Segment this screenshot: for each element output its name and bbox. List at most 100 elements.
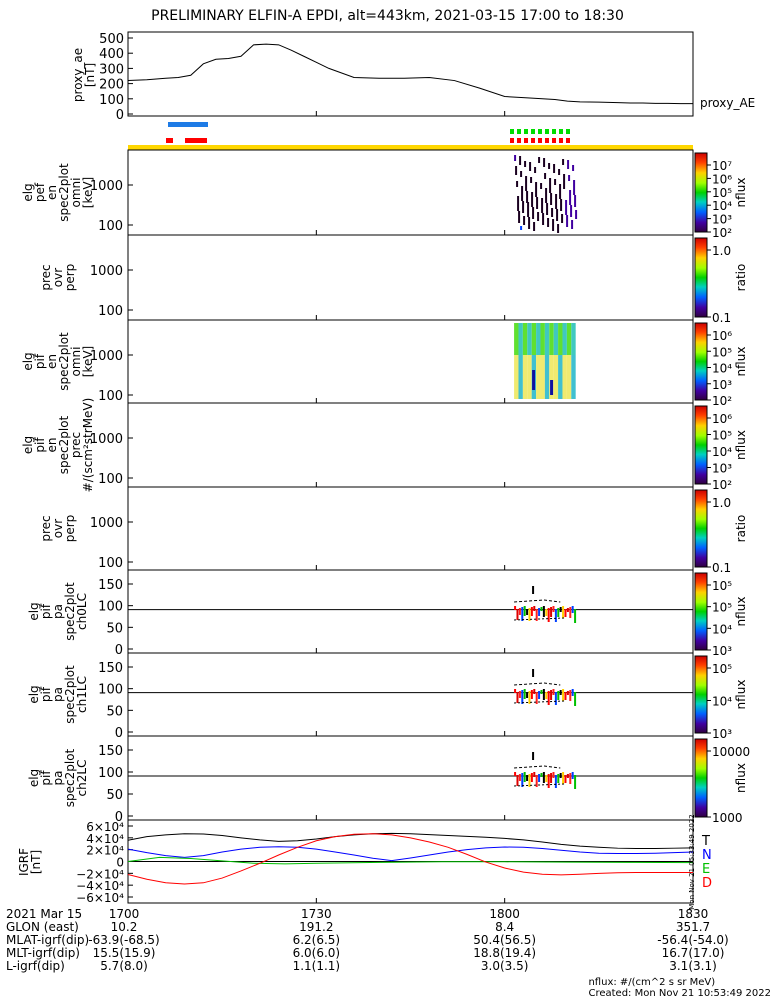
ytick-label: 50 bbox=[106, 621, 123, 636]
pa-spectrum-bar bbox=[559, 773, 562, 778]
spectrogram-pixel bbox=[572, 165, 575, 171]
panel-frame-iflux-omni bbox=[127, 319, 694, 404]
pa-spectrum-bar bbox=[516, 609, 519, 620]
pa-spectrum-bar bbox=[540, 607, 543, 611]
spectrogram-pixel bbox=[554, 179, 557, 185]
pa-spectrum-bar bbox=[557, 608, 560, 617]
spectrogram-pixel bbox=[547, 218, 550, 227]
igrf-side-timestamp: Mon Nov 21 05:33:49 2022 bbox=[688, 814, 696, 909]
ylabel-line: elg bbox=[27, 769, 41, 787]
spectrogram-column-top bbox=[566, 323, 572, 355]
pa-spectrum-bar bbox=[569, 607, 572, 618]
ylabel-line: pif bbox=[39, 686, 53, 702]
ylabel-line: ovr bbox=[51, 268, 65, 287]
colorbar-ratio bbox=[694, 489, 708, 568]
spectrogram-pixel bbox=[520, 226, 523, 230]
ylabel-line: #/(scm²strMeV) bbox=[81, 398, 95, 493]
pa-spectrum-bar bbox=[528, 774, 531, 787]
loss-cone-line bbox=[514, 682, 561, 686]
colorbar-tick-label: 1.0 bbox=[712, 496, 731, 510]
ytick-label: 50 bbox=[106, 704, 123, 719]
ylabel-line: ch1LC bbox=[75, 676, 89, 713]
pa-spectrum-bar bbox=[542, 772, 545, 783]
panel-frame-prec-ratio-2 bbox=[127, 486, 694, 571]
ylabel-line: en bbox=[45, 438, 59, 453]
ytick-label: 300 bbox=[99, 62, 124, 77]
pa-spectrum-bar bbox=[569, 690, 572, 701]
spectrogram-column-top bbox=[553, 323, 559, 355]
ytick-label: 150 bbox=[98, 661, 123, 676]
spectrogram-pixel bbox=[565, 200, 568, 215]
spectrogram-pixel bbox=[533, 222, 536, 231]
colorbar-tick-label: 10⁵ bbox=[712, 662, 732, 676]
pa-spectrum-bar bbox=[542, 689, 545, 700]
red-tick-mark bbox=[517, 138, 521, 143]
ylabel-line: omni bbox=[69, 347, 83, 377]
pa-spectrum-bar bbox=[533, 689, 536, 694]
spectrogram-column-bottom bbox=[571, 355, 576, 399]
ylabel-line: spec2plot bbox=[57, 415, 71, 474]
ylabel-line: ch2LC bbox=[75, 760, 89, 797]
colorbar-tick-label: 10⁵ bbox=[712, 429, 732, 443]
pa-spectrum-bar bbox=[526, 692, 529, 698]
xaxis-row-value: 15.5(15.9) bbox=[93, 946, 156, 960]
science-zone-bar-red bbox=[185, 138, 207, 143]
colorbar-label: nflux bbox=[734, 430, 748, 460]
igrf-legend-D: D bbox=[702, 876, 712, 891]
ytick-label: 4×10⁴ bbox=[86, 832, 124, 846]
spectrogram-column-bottom bbox=[549, 355, 554, 399]
xaxis-row-value: 50.4(56.5) bbox=[473, 933, 536, 947]
red-tick-mark bbox=[524, 138, 528, 143]
panel-frame-pa-ch1 bbox=[127, 652, 694, 737]
spectrogram-pixel bbox=[575, 210, 578, 219]
panel-frame-eflux-perp bbox=[127, 149, 694, 236]
spectrogram-column-bottom bbox=[536, 355, 541, 399]
colorbar-label: nflux bbox=[734, 763, 748, 793]
pa-spectrum-bar bbox=[550, 607, 553, 617]
science-zone-bar-blue bbox=[168, 122, 208, 127]
ylabel-line: elg bbox=[27, 602, 41, 620]
colorbar-label: nflux bbox=[734, 178, 748, 208]
spectrogram-pixel bbox=[570, 205, 573, 217]
pa-spectrum-bar bbox=[574, 609, 577, 623]
pa-spectrum-bar bbox=[540, 773, 543, 777]
spectrogram-pixel bbox=[568, 175, 571, 181]
colorbar-tick-label: 10⁵ bbox=[712, 579, 732, 593]
pa-spectrum-bar bbox=[562, 606, 565, 618]
pa-spectrum-bar bbox=[557, 691, 560, 700]
pa-spectrum-bar bbox=[545, 609, 548, 616]
ytick-label: 6×10⁴ bbox=[86, 820, 124, 834]
ylabel-line: pa bbox=[51, 771, 65, 786]
red-tick-mark bbox=[510, 138, 514, 143]
spectrogram-pixel bbox=[530, 177, 533, 183]
pa-spectrum-bar bbox=[535, 775, 538, 787]
spectrogram-pixel bbox=[550, 193, 553, 205]
colorbar-tick-label: 10⁵ bbox=[712, 186, 732, 200]
colorbar-tick-label: 10000 bbox=[712, 745, 750, 759]
ytick-label: 100 bbox=[98, 389, 123, 404]
igrf-line-T bbox=[127, 832, 694, 849]
xaxis-row-value: 18.8(19.4) bbox=[473, 946, 536, 960]
colorbar-tick-label: 10² bbox=[712, 394, 732, 408]
spectrogram-pixel bbox=[574, 195, 577, 207]
pa-spectrum-bar bbox=[516, 775, 519, 786]
colorbar-tick-label: 10⁶ bbox=[712, 172, 732, 186]
colorbar-tick-label: 10⁵ bbox=[712, 345, 732, 359]
spectrogram-column-bottom bbox=[553, 355, 559, 399]
ytick-label: 500 bbox=[99, 32, 124, 47]
colorbar-tick-label: 10³ bbox=[712, 644, 732, 658]
spectrogram-pixel bbox=[553, 164, 556, 173]
ylabel-line: pif bbox=[39, 770, 53, 786]
pa-spectrum-bar bbox=[533, 772, 536, 777]
colorbar-tick-label: 10⁶ bbox=[712, 329, 732, 343]
ytick-label: 1000 bbox=[90, 432, 123, 447]
pa-spectrum-bar bbox=[542, 606, 545, 617]
spectrogram-pixel bbox=[521, 186, 524, 201]
ytick-label: 0 bbox=[115, 810, 123, 825]
colorbar-tick-label: 1.0 bbox=[712, 244, 731, 258]
ytick-label: 1000 bbox=[90, 264, 123, 279]
pa-spectrum-bar bbox=[545, 692, 548, 699]
